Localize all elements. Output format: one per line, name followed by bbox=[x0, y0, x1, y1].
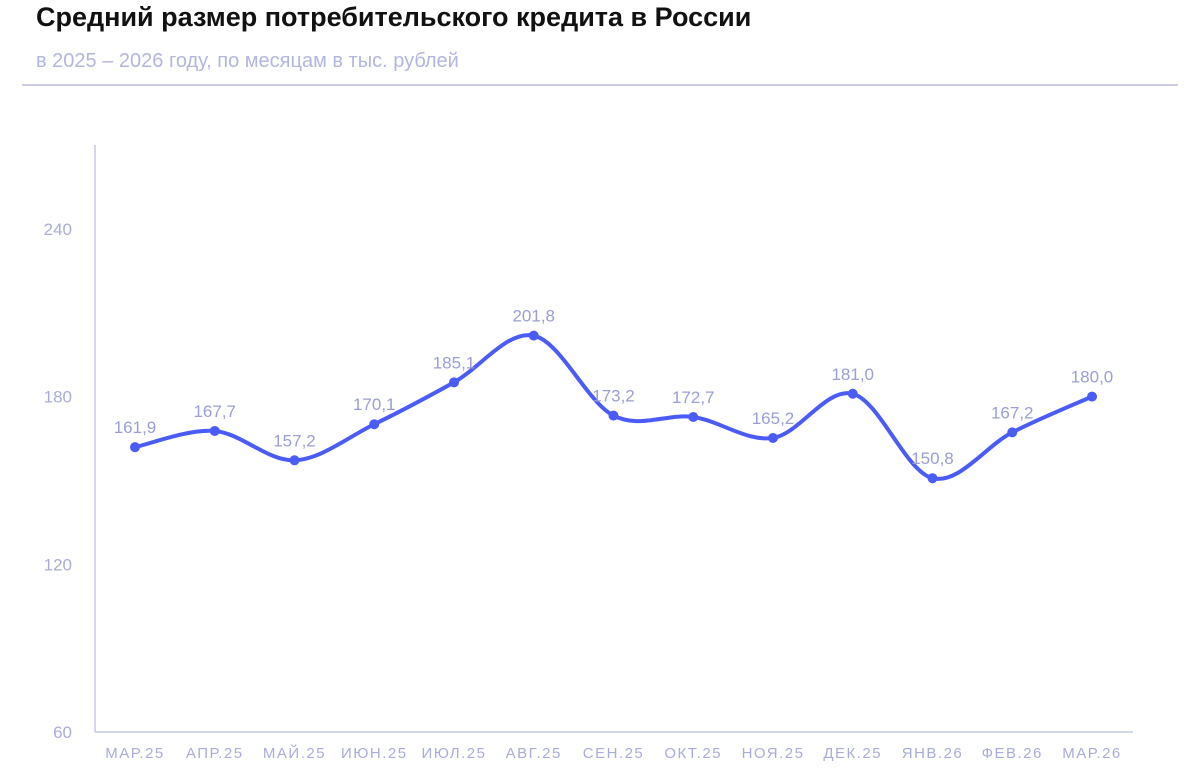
data-point bbox=[688, 411, 699, 422]
x-tick-label: ФЕВ.26 bbox=[982, 745, 1043, 762]
data-point bbox=[1087, 391, 1097, 402]
x-tick-label: ДЕК.25 bbox=[823, 745, 882, 762]
data-point bbox=[130, 442, 140, 453]
data-label: 173,2 bbox=[592, 387, 635, 406]
data-point bbox=[847, 388, 858, 399]
x-tick-label: АВГ.25 bbox=[506, 745, 562, 762]
data-label: 181,0 bbox=[831, 365, 874, 384]
x-tick-label: ЯНВ.26 bbox=[902, 745, 964, 762]
y-tick-label: 120 bbox=[44, 555, 72, 574]
data-label: 170,1 bbox=[353, 395, 396, 414]
data-point bbox=[1007, 427, 1018, 438]
data-point bbox=[289, 455, 300, 466]
data-point bbox=[927, 473, 938, 484]
data-label: 180,0 bbox=[1071, 368, 1114, 387]
data-label: 167,7 bbox=[193, 402, 236, 421]
chart-title: Средний размер потребительского кредита … bbox=[36, 2, 752, 32]
data-label: 185,1 bbox=[433, 353, 476, 372]
data-point bbox=[369, 419, 380, 430]
y-tick-label: 60 bbox=[53, 723, 72, 742]
x-tick-label: СЕН.25 bbox=[583, 745, 645, 762]
data-label: 165,2 bbox=[752, 409, 795, 428]
x-tick-label: ОКТ.25 bbox=[664, 745, 722, 762]
data-label: 201,8 bbox=[512, 307, 555, 326]
data-point bbox=[768, 432, 778, 443]
x-tick-label: МАЙ.25 bbox=[263, 744, 326, 762]
x-tick-label: ИЮЛ.25 bbox=[422, 745, 487, 762]
x-tick-label: ИЮН.25 bbox=[341, 745, 408, 762]
header-divider bbox=[22, 84, 1178, 86]
data-label: 157,2 bbox=[273, 431, 316, 450]
data-label: 161,9 bbox=[114, 418, 157, 437]
data-label: 172,7 bbox=[672, 388, 715, 407]
data-point bbox=[528, 330, 539, 341]
x-tick-label: МАР.25 bbox=[105, 745, 165, 762]
data-point bbox=[209, 425, 220, 436]
x-tick-label: НОЯ.25 bbox=[742, 745, 805, 762]
x-tick-label: МАР.26 bbox=[1062, 745, 1122, 762]
chart-subtitle: в 2025 – 2026 году, по месяцам в тыс. ру… bbox=[36, 50, 459, 72]
data-point bbox=[608, 410, 619, 421]
data-label: 167,2 bbox=[991, 403, 1034, 422]
data-label: 150,8 bbox=[911, 449, 954, 468]
y-tick-label: 180 bbox=[44, 388, 72, 407]
x-tick-label: АПР.25 bbox=[186, 745, 244, 762]
y-tick-label: 240 bbox=[44, 220, 72, 239]
data-point bbox=[449, 377, 459, 388]
